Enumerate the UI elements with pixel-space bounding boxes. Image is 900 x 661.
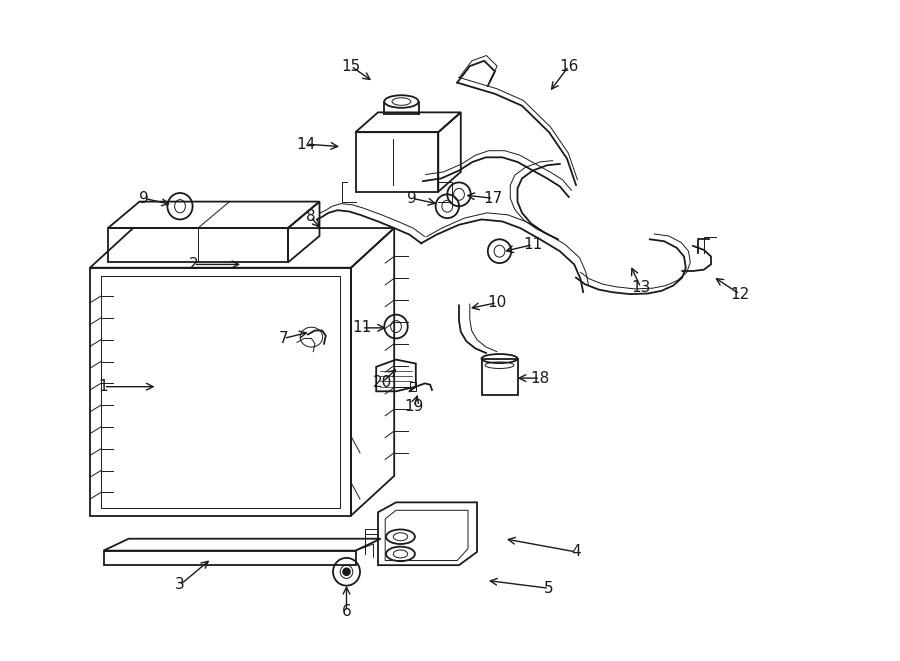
Circle shape (343, 568, 350, 575)
Text: 9: 9 (140, 191, 148, 206)
Text: 11: 11 (352, 321, 372, 335)
Text: 7: 7 (279, 331, 288, 346)
Text: 12: 12 (730, 287, 750, 301)
Text: 20: 20 (373, 375, 392, 389)
Text: 8: 8 (306, 210, 315, 224)
Text: 18: 18 (530, 371, 550, 385)
Text: 16: 16 (559, 59, 579, 73)
Text: 13: 13 (631, 280, 651, 295)
Text: 10: 10 (487, 295, 507, 310)
Text: 14: 14 (296, 137, 316, 151)
Text: 11: 11 (523, 237, 543, 252)
Text: 3: 3 (176, 578, 184, 592)
Text: 2: 2 (189, 257, 198, 272)
Text: 9: 9 (408, 191, 417, 206)
Text: 15: 15 (341, 59, 361, 73)
Text: 17: 17 (483, 191, 503, 206)
Text: 5: 5 (544, 581, 554, 596)
Text: 19: 19 (404, 399, 424, 414)
Text: 6: 6 (342, 604, 351, 619)
Text: 1: 1 (99, 379, 108, 394)
Text: 4: 4 (572, 545, 580, 559)
